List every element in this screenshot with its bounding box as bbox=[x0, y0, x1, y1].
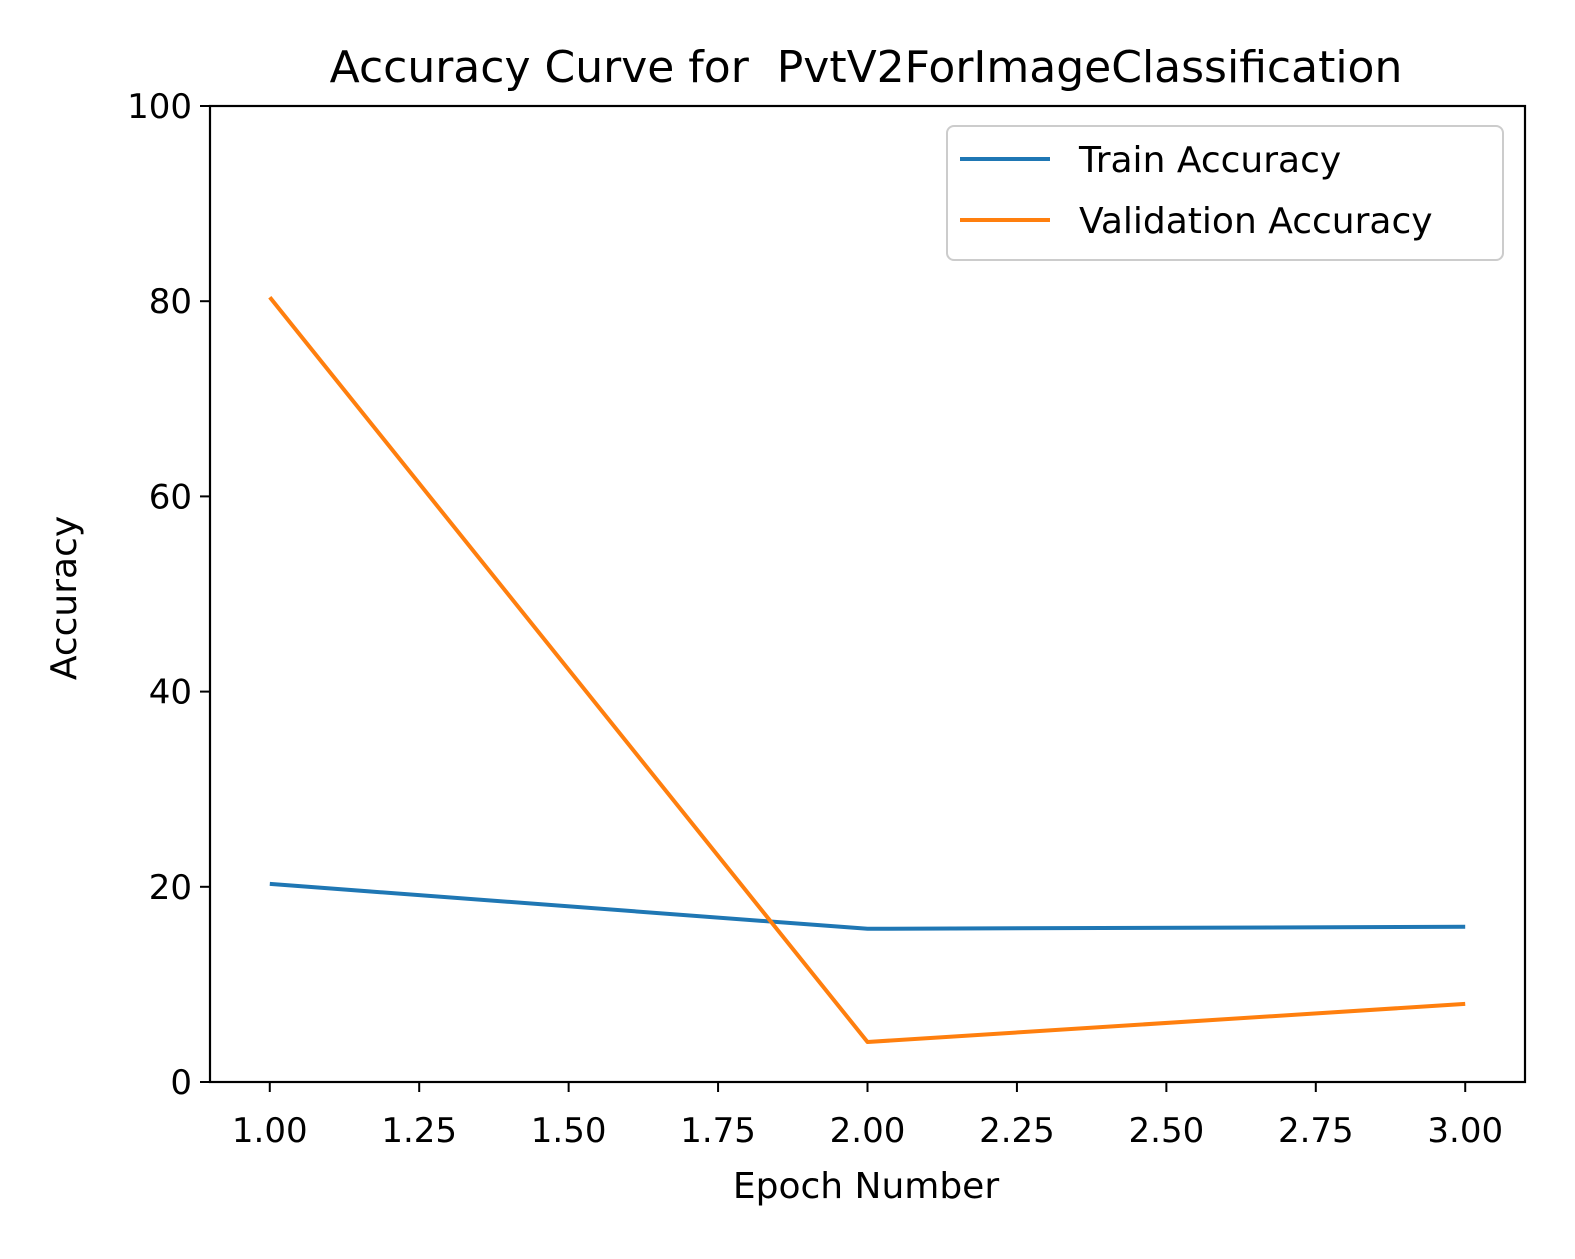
x-axis: 1.00 1.25 1.50 1.75 2.00 2.25 2.50 2.75 3.00 bbox=[232, 1082, 1503, 1151]
y-axis-label: Accuracy bbox=[44, 516, 85, 680]
x-tick-label: 1.00 bbox=[232, 1111, 308, 1151]
series-line-validation bbox=[268, 296, 1466, 1044]
x-tick-label: 2.00 bbox=[830, 1111, 906, 1151]
y-tick-label: 100 bbox=[127, 87, 192, 127]
x-tick-label: 1.25 bbox=[381, 1111, 457, 1151]
x-tick-label: 2.75 bbox=[1278, 1111, 1354, 1151]
y-tick-label: 40 bbox=[149, 673, 192, 713]
series-line-train bbox=[269, 881, 1466, 931]
chart-title: Accuracy Curve for PvtV2ForImageClassifi… bbox=[330, 42, 1403, 93]
x-tick-label: 3.00 bbox=[1427, 1111, 1503, 1151]
x-tick-label: 1.50 bbox=[531, 1111, 607, 1151]
x-tick-label: 2.50 bbox=[1129, 1111, 1205, 1151]
legend: Train Accuracy Validation Accuracy bbox=[946, 125, 1504, 261]
x-tick-label: 1.75 bbox=[680, 1111, 756, 1151]
x-tick-label: 2.25 bbox=[979, 1111, 1055, 1151]
legend-label-validation: Validation Accuracy bbox=[1079, 201, 1433, 242]
legend-box bbox=[946, 125, 1504, 261]
series-layer bbox=[268, 296, 1466, 1044]
legend-label-train: Train Accuracy bbox=[1078, 140, 1341, 181]
y-tick-label: 60 bbox=[149, 477, 192, 517]
y-axis: 0 20 40 60 80 100 bbox=[127, 87, 210, 1103]
y-tick-label: 20 bbox=[149, 868, 192, 908]
x-axis-label: Epoch Number bbox=[733, 1166, 999, 1207]
y-tick-label: 0 bbox=[170, 1063, 192, 1103]
y-tick-label: 80 bbox=[149, 282, 192, 322]
